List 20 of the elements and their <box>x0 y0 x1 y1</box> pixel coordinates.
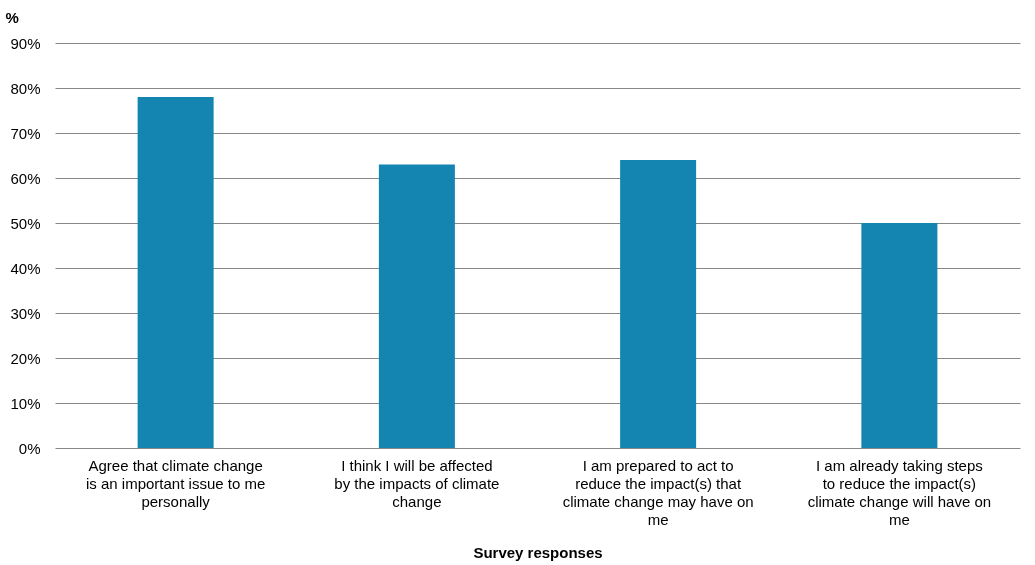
y-axis-title: % <box>5 8 19 26</box>
y-tick-label: 80% <box>10 79 41 97</box>
y-tick-label: 30% <box>10 304 41 322</box>
x-tick-label: Agree that climate change is an important issue to me personally <box>86 456 266 510</box>
x-axis-title: Survey responses <box>473 543 603 561</box>
bar <box>861 223 938 448</box>
bar <box>620 160 697 448</box>
y-tick-label: 40% <box>10 259 41 277</box>
y-tick-label: 10% <box>10 394 41 412</box>
bar <box>378 164 455 448</box>
bar <box>137 97 214 448</box>
y-tick-label: 20% <box>10 349 41 367</box>
y-tick-label: 90% <box>10 34 41 52</box>
x-tick-label: I am already taking steps to reduce the impact(s) climate change will have on me <box>807 456 992 528</box>
y-tick-label: 70% <box>10 124 41 142</box>
x-tick-label: I am prepared to act to reduce the impact(s) that climate change may have on me <box>562 456 754 528</box>
y-tick-label: 60% <box>10 169 41 187</box>
x-tick-label: I think I will be affected by the impacts of climate change <box>334 456 500 510</box>
y-tick-label: 50% <box>10 214 41 232</box>
y-tick-label: 0% <box>18 439 41 457</box>
